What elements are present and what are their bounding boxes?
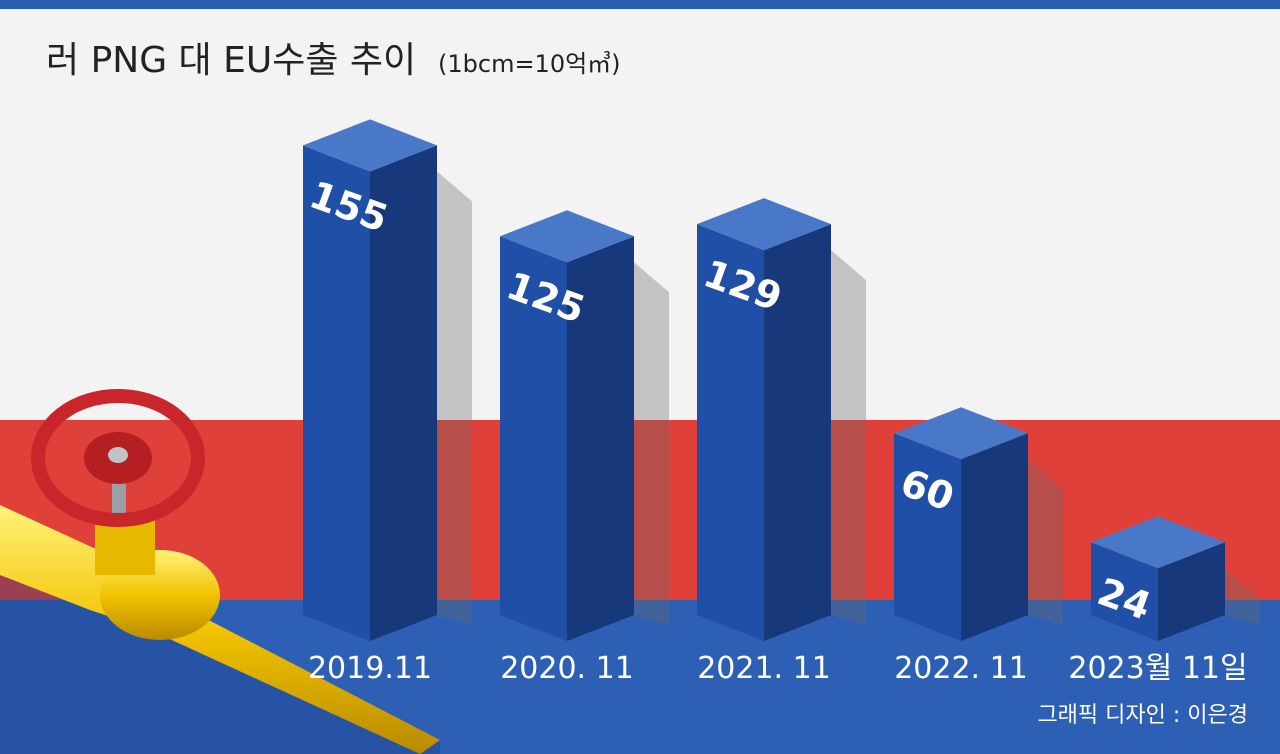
bar-shadow — [437, 171, 472, 625]
bar-top-face — [894, 407, 1028, 460]
bar-left-face — [303, 145, 370, 641]
bar-shadow — [634, 262, 669, 625]
x-tick-label: 2023월 11일 — [1068, 651, 1247, 686]
bar-top-face — [303, 119, 437, 172]
bar — [697, 198, 831, 641]
bar-top-face — [500, 210, 634, 263]
bar-right-face — [567, 236, 634, 641]
credit: 그래픽 디자인 : 이은경 — [1037, 703, 1248, 728]
bar-shadow — [1028, 459, 1063, 625]
top-stripe — [0, 0, 1280, 9]
bar-top-face — [697, 198, 831, 251]
bar — [500, 210, 634, 641]
bar — [1091, 516, 1225, 641]
bar-left-face — [697, 224, 764, 641]
bar-right-face — [1158, 542, 1225, 641]
bar — [303, 119, 437, 641]
bar-left-face — [894, 433, 961, 641]
bar-right-face — [764, 224, 831, 641]
x-tick-label: 2021. 11 — [697, 651, 831, 686]
x-tick-label: 2020. 11 — [500, 651, 634, 686]
chart-subtitle: (1bcm=10억㎥) — [438, 50, 621, 78]
chart-title: 러 PNG 대 EU수출 추이 — [46, 40, 416, 81]
bar — [894, 407, 1028, 641]
bar-right-face — [961, 433, 1028, 641]
bar-left-face — [500, 236, 567, 641]
bar-top-face — [1091, 516, 1225, 569]
x-tick-label: 2022. 11 — [894, 651, 1028, 686]
flag-red — [0, 420, 1280, 600]
x-tick-label: 2019.11 — [308, 651, 432, 686]
bar-shadow — [1225, 568, 1260, 625]
bar-right-face — [370, 145, 437, 641]
bar-left-face — [1091, 542, 1158, 641]
bar-shadow — [831, 250, 866, 625]
valve-illustration — [0, 389, 440, 754]
